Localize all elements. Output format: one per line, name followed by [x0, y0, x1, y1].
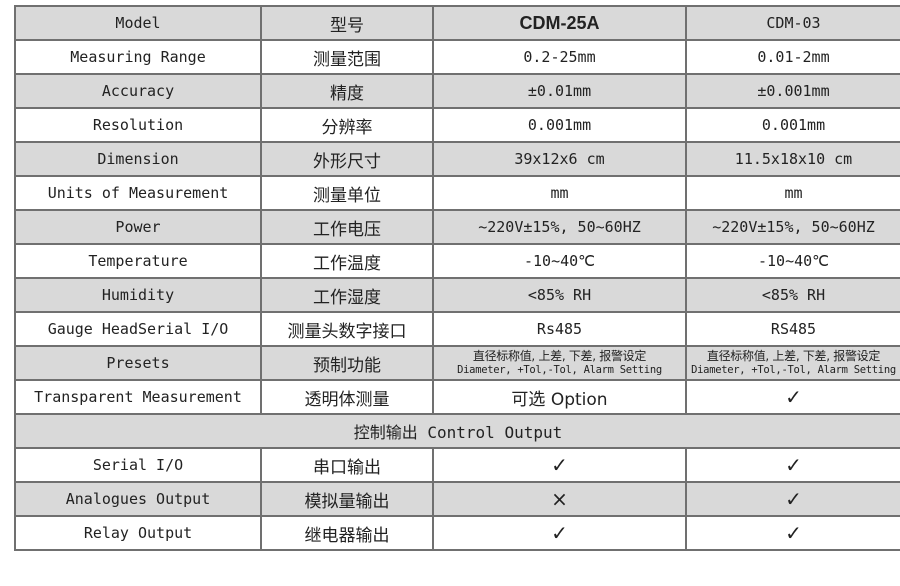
header-model-cn: 型号: [260, 5, 434, 41]
table-row: Units of Measurement 测量单位 mm mm: [14, 175, 900, 211]
value-model-b: <85% RH: [685, 277, 900, 313]
row-label-cn: 外形尺寸: [260, 141, 434, 177]
check-icon: ✓: [432, 515, 687, 551]
row-label-en: Temperature: [14, 243, 262, 279]
row-label-cn: 透明体测量: [260, 379, 434, 415]
section-row: 控制输出 Control Output: [14, 413, 900, 449]
row-label-en: Accuracy: [14, 73, 262, 109]
table-row: Analogues Output 模拟量输出 × ✓: [14, 481, 900, 517]
row-label-cn: 继电器输出: [260, 515, 434, 551]
table-row: Temperature 工作温度 -10~40℃ -10~40℃: [14, 243, 900, 279]
row-label-en: Serial I/O: [14, 447, 262, 483]
row-label-cn: 分辨率: [260, 107, 434, 143]
spec-table: Model 型号 CDM-25A CDM-03 Measuring Range 测…: [14, 5, 900, 551]
row-label-en: Presets: [14, 345, 262, 381]
value-model-b: RS485: [685, 311, 900, 347]
row-label-en: Dimension: [14, 141, 262, 177]
section-title: 控制输出 Control Output: [14, 413, 900, 449]
header-row: Model 型号 CDM-25A CDM-03: [14, 5, 900, 41]
value-model-b: 0.001mm: [685, 107, 900, 143]
value-model-b: ±0.001mm: [685, 73, 900, 109]
check-icon: ✓: [685, 481, 900, 517]
row-label-cn: 串口输出: [260, 447, 434, 483]
table-row: Dimension 外形尺寸 39x12x6 cm 11.5x18x10 cm: [14, 141, 900, 177]
value-model-a: Rs485: [432, 311, 687, 347]
value-model-a: mm: [432, 175, 687, 211]
row-label-en: Relay Output: [14, 515, 262, 551]
row-label-cn: 模拟量输出: [260, 481, 434, 517]
value-model-b: 0.01-2mm: [685, 39, 900, 75]
table-row: Accuracy 精度 ±0.01mm ±0.001mm: [14, 73, 900, 109]
value-model-b: -10~40℃: [685, 243, 900, 279]
value-model-b: ~220V±15%, 50~60HZ: [685, 209, 900, 245]
row-label-en: Resolution: [14, 107, 262, 143]
value-model-a: -10~40℃: [432, 243, 687, 279]
value-model-a: 39x12x6 cm: [432, 141, 687, 177]
table-row: Resolution 分辨率 0.001mm 0.001mm: [14, 107, 900, 143]
table-row: Gauge HeadSerial I/O 测量头数字接口 Rs485 RS485: [14, 311, 900, 347]
value-model-a: ~220V±15%, 50~60HZ: [432, 209, 687, 245]
table-row: Serial I/O 串口输出 ✓ ✓: [14, 447, 900, 483]
table-row: Measuring Range 测量范围 0.2-25mm 0.01-2mm: [14, 39, 900, 75]
row-label-en: Humidity: [14, 277, 262, 313]
value-model-a: 直径标称值, 上差, 下差, 报警设定 Diameter, +Tol,-Tol, …: [432, 345, 687, 381]
check-icon: ✓: [685, 447, 900, 483]
row-label-cn: 测量头数字接口: [260, 311, 434, 347]
header-model-a: CDM-25A: [432, 5, 687, 41]
row-label-en: Transparent Measurement: [14, 379, 262, 415]
row-label-cn: 预制功能: [260, 345, 434, 381]
table-row: Humidity 工作湿度 <85% RH <85% RH: [14, 277, 900, 313]
presets-cn: 直径标称值, 上差, 下差, 报警设定: [706, 349, 881, 363]
cross-icon: ×: [432, 481, 687, 517]
row-label-cn: 工作湿度: [260, 277, 434, 313]
presets-cn: 直径标称值, 上差, 下差, 报警设定: [472, 349, 647, 363]
table-row: Power 工作电压 ~220V±15%, 50~60HZ ~220V±15%, 50…: [14, 209, 900, 245]
row-label-en: Gauge HeadSerial I/O: [14, 311, 262, 347]
value-model-a: 可选 Option: [432, 379, 687, 415]
transparent-row: Transparent Measurement 透明体测量 可选 Option ✓: [14, 379, 900, 415]
row-label-en: Units of Measurement: [14, 175, 262, 211]
check-icon: ✓: [685, 515, 900, 551]
presets-row: Presets 预制功能 直径标称值, 上差, 下差, 报警设定 Diameter, …: [14, 345, 900, 381]
row-label-cn: 工作电压: [260, 209, 434, 245]
row-label-en: Measuring Range: [14, 39, 262, 75]
header-model-b: CDM-03: [685, 5, 900, 41]
row-label-cn: 精度: [260, 73, 434, 109]
check-icon: ✓: [685, 379, 900, 415]
header-model-en: Model: [14, 5, 262, 41]
value-model-a: <85% RH: [432, 277, 687, 313]
table-row: Relay Output 继电器输出 ✓ ✓: [14, 515, 900, 551]
presets-en: Diameter, +Tol,-Tol, Alarm Setting: [691, 364, 896, 376]
value-model-a: ±0.01mm: [432, 73, 687, 109]
value-model-a: 0.001mm: [432, 107, 687, 143]
value-model-a: 0.2-25mm: [432, 39, 687, 75]
row-label-cn: 测量单位: [260, 175, 434, 211]
row-label-en: Analogues Output: [14, 481, 262, 517]
row-label-cn: 工作温度: [260, 243, 434, 279]
check-icon: ✓: [432, 447, 687, 483]
row-label-cn: 测量范围: [260, 39, 434, 75]
value-model-b: 直径标称值, 上差, 下差, 报警设定 Diameter, +Tol,-Tol, …: [685, 345, 900, 381]
value-model-b: mm: [685, 175, 900, 211]
value-model-b: 11.5x18x10 cm: [685, 141, 900, 177]
presets-en: Diameter, +Tol,-Tol, Alarm Setting: [457, 364, 662, 376]
row-label-en: Power: [14, 209, 262, 245]
